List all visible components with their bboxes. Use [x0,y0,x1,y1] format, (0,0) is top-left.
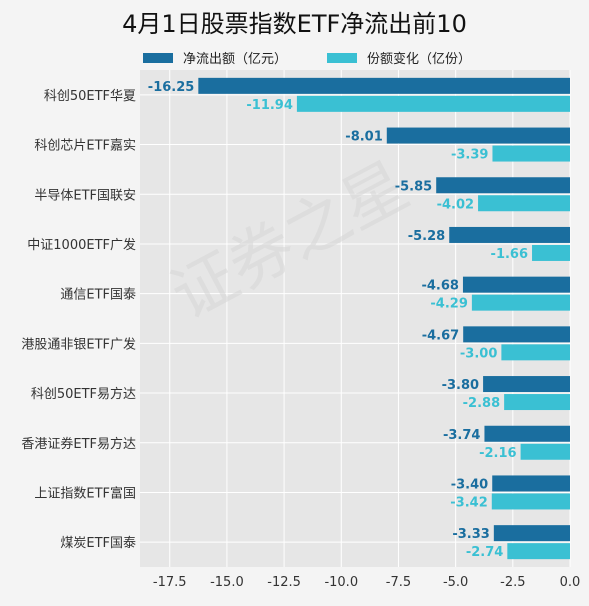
bar-outflow [198,77,570,94]
data-label-share-change: -1.66 [491,247,528,262]
category-label: 煤炭ETF国泰 [60,536,136,551]
x-tick-label: -7.5 [386,575,411,590]
bar-outflow [492,475,570,492]
data-label-outflow: -5.28 [408,229,445,244]
category-label: 科创50ETF华夏 [44,89,136,104]
category-label: 通信ETF国泰 [60,288,136,303]
legend-swatch-outflow [143,52,173,63]
bar-share-change [492,145,570,162]
bar-outflow [484,425,570,442]
data-label-outflow: -3.33 [452,527,489,542]
category-label: 科创50ETF易方达 [31,386,136,402]
data-label-share-change: -4.29 [430,297,467,312]
data-label-share-change: -2.16 [479,446,516,461]
bar-share-change [504,394,570,411]
data-label-outflow: -3.74 [443,428,480,443]
data-label-outflow: -8.01 [345,130,382,145]
bar-outflow [463,326,570,343]
category-label: 上证指数ETF富国 [34,485,136,501]
legend-item-share-change: 份额变化（亿份） [327,48,471,67]
bar-share-change [520,443,570,460]
bar-outflow [436,177,570,194]
bar-share-change [471,294,570,311]
legend-item-outflow: 净流出额（亿元） [143,48,287,67]
chart-title: 4月1日股票指数ETF净流出前10 [122,10,467,38]
bar-share-change [296,95,570,112]
data-label-share-change: -3.39 [451,148,488,163]
x-tick-label: -12.5 [267,575,301,590]
bar-share-change [478,195,570,212]
legend-label-outflow: 净流出额（亿元） [183,52,288,67]
bar-share-change [532,244,570,261]
category-label: 中证1000ETF广发 [27,237,136,253]
data-label-share-change: -3.00 [460,346,497,361]
data-label-outflow: -5.85 [395,179,432,194]
legend-swatch-share-change [327,52,358,63]
x-tick-label: -15.0 [210,575,244,590]
bar-outflow [483,376,570,393]
data-label-share-change: -3.42 [450,495,487,510]
bar-share-change [507,543,570,560]
data-label-outflow: -3.80 [442,378,479,393]
data-label-outflow: -4.68 [421,279,458,294]
data-label-share-change: -4.02 [437,197,474,212]
x-tick-label: -17.5 [153,575,187,590]
category-label: 半导体ETF国联安 [34,188,136,203]
legend: 净流出额（亿元） 份额变化（亿份） [143,48,511,67]
x-tick-label: -5.0 [443,575,468,590]
x-tick-label: -10.0 [324,575,358,590]
category-label: 港股通非银ETF广发 [21,336,136,352]
data-label-share-change: -11.94 [246,98,293,113]
bar-share-change [501,344,570,361]
data-label-outflow: -3.40 [451,477,488,492]
data-label-share-change: -2.74 [466,545,503,560]
data-label-outflow: -4.67 [422,328,459,343]
x-tick-label: -2.5 [500,575,525,590]
x-tick-label: 0.0 [560,575,581,590]
bar-outflow [462,276,570,293]
bar-outflow [449,226,570,243]
category-label: 香港证券ETF易方达 [21,436,136,452]
bar-outflow [386,127,570,144]
bar-outflow [493,525,570,542]
legend-label-share-change: 份额变化（亿份） [367,52,472,67]
data-label-outflow: -16.25 [148,80,195,95]
data-label-share-change: -2.88 [463,396,500,411]
bar-share-change [491,493,570,510]
category-label: 科创芯片ETF嘉实 [34,139,136,154]
